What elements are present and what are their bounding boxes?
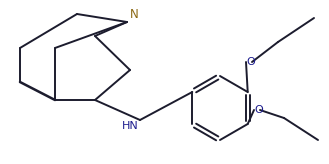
Text: O: O (255, 105, 263, 115)
Text: N: N (130, 8, 139, 21)
Text: O: O (246, 57, 255, 67)
Text: HN: HN (122, 121, 139, 131)
